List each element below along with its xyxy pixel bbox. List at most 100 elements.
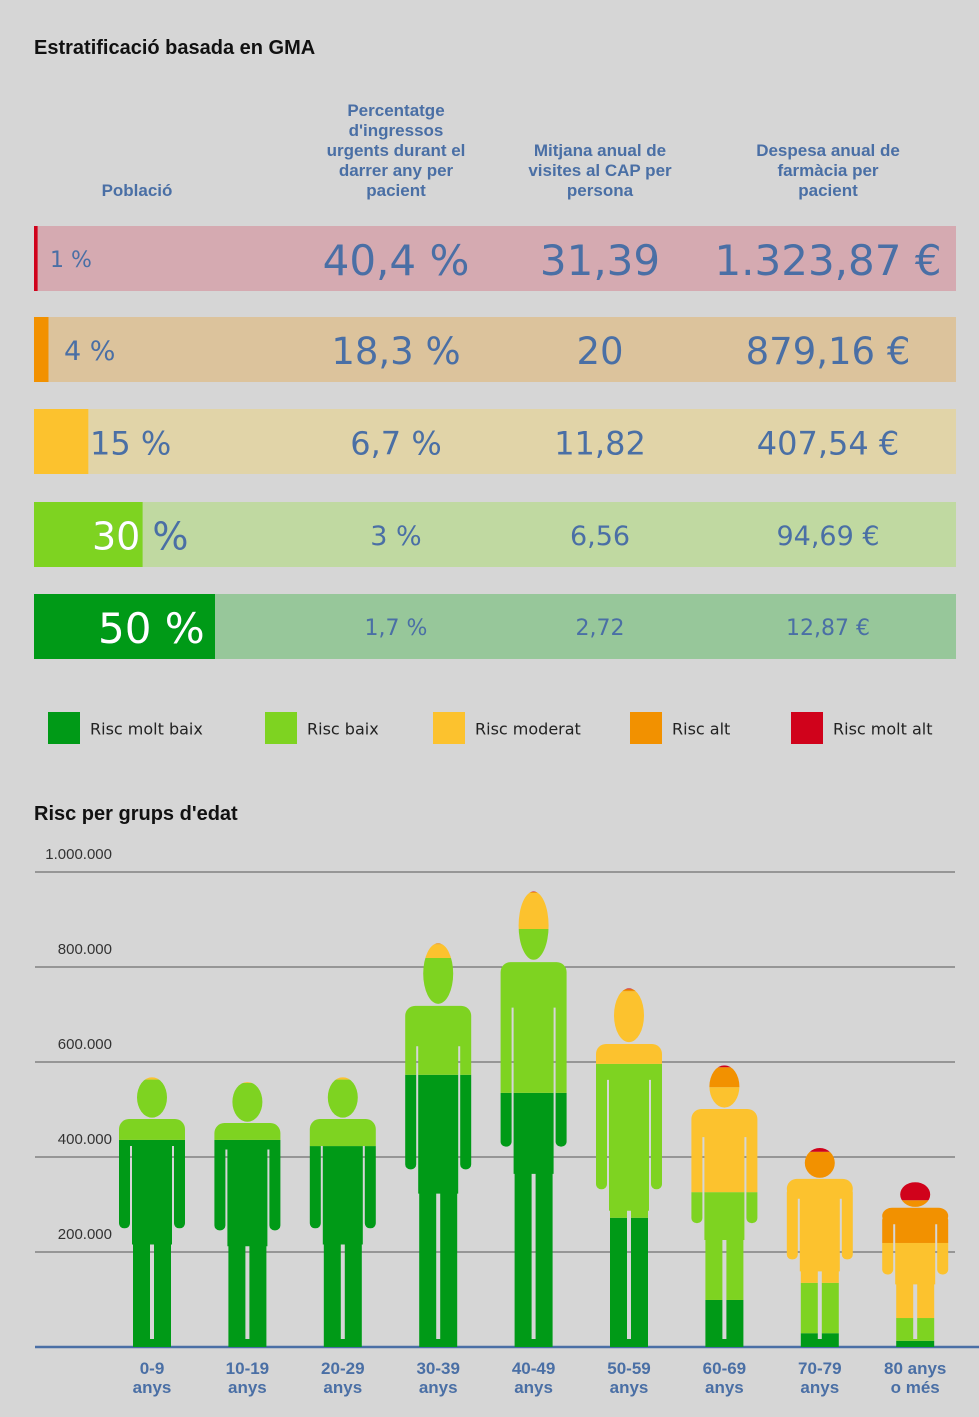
row-value: 407,54 € <box>757 425 900 463</box>
row-value: 12,87 € <box>786 616 870 641</box>
segment <box>882 1340 949 1347</box>
row-value: 20 <box>576 330 623 373</box>
y-tick-label: 200.000 <box>58 1226 112 1243</box>
person <box>691 1065 758 1347</box>
segment <box>691 1067 758 1088</box>
x-tick-label: 40-49 anys <box>512 1359 555 1397</box>
population-label: 4 % <box>64 336 115 367</box>
population-label: 50 % <box>98 604 205 653</box>
segment <box>882 1242 949 1319</box>
x-tick-label: 20-29 anys <box>321 1359 364 1397</box>
row-value: 6,56 <box>570 521 630 552</box>
column-header: Despesa anual de farmàcia per pacient <box>756 141 900 200</box>
row-value: 3 % <box>370 521 421 552</box>
segment <box>500 891 567 893</box>
segment <box>596 991 662 1064</box>
segment <box>119 1077 185 1080</box>
population-bar <box>34 317 49 382</box>
x-tick-label: 50-59 anys <box>607 1359 650 1397</box>
segment <box>405 1074 472 1347</box>
row-value: 94,69 € <box>776 521 879 552</box>
y-tick-label: 800.000 <box>58 941 112 958</box>
segment <box>309 1079 376 1147</box>
segment <box>214 1082 281 1140</box>
segment <box>786 1151 853 1178</box>
x-tick-label: 0-9 anys <box>133 1359 172 1397</box>
population-label: 30 % <box>92 515 189 559</box>
chart-title: Risc per grups d'edat <box>34 803 238 825</box>
population-label: 15 % <box>90 425 171 463</box>
legend-label: Risc alt <box>672 720 730 739</box>
segment <box>691 1087 758 1193</box>
row-value: 1,7 % <box>365 616 428 641</box>
legend-label: Risc molt baix <box>90 720 203 739</box>
row-value: 2,72 <box>576 616 625 641</box>
x-tick-label: 60-69 anys <box>703 1359 746 1397</box>
segment <box>500 1092 567 1347</box>
segment <box>786 1177 853 1283</box>
row-value: 40,4 % <box>323 236 470 285</box>
segment <box>500 929 567 1093</box>
person <box>596 988 662 1347</box>
segment <box>596 1063 662 1218</box>
row-value: 6,7 % <box>350 425 441 463</box>
segment <box>214 1139 281 1347</box>
person <box>882 1182 949 1347</box>
person <box>309 1077 376 1347</box>
x-tick-label: 80 anys o més <box>884 1359 946 1397</box>
segment <box>691 1192 758 1300</box>
segment <box>882 1182 949 1201</box>
population-bar <box>34 409 89 474</box>
person <box>500 891 567 1347</box>
person <box>214 1081 281 1347</box>
x-tick-label: 70-79 anys <box>798 1359 841 1397</box>
segment <box>119 1139 185 1347</box>
y-tick-label: 600.000 <box>58 1036 112 1053</box>
legend-swatch <box>265 712 297 744</box>
legend-swatch <box>630 712 662 744</box>
legend-label: Risc moderat <box>475 720 581 739</box>
segment <box>405 957 472 1075</box>
population-bar <box>34 594 215 659</box>
person <box>119 1077 185 1347</box>
row-value: 18,3 % <box>331 330 460 373</box>
population-label: 50 % <box>98 604 205 653</box>
legend-label: Risc molt alt <box>833 720 932 739</box>
legend-label: Risc baix <box>307 720 379 739</box>
person <box>405 943 472 1347</box>
x-tick-label: 30-39 anys <box>416 1359 459 1397</box>
row-value: 31,39 <box>540 236 660 285</box>
row-background <box>34 409 956 474</box>
y-tick-label: 1.000.000 <box>45 846 112 863</box>
segment <box>500 892 567 929</box>
segment <box>786 1147 853 1152</box>
segment <box>786 1282 853 1334</box>
column-header: Població <box>102 181 173 200</box>
row-background <box>34 502 956 567</box>
y-tick-label: 400.000 <box>58 1131 112 1148</box>
row-background <box>34 226 956 291</box>
segment <box>309 1077 376 1080</box>
row-value: 879,16 € <box>746 330 911 373</box>
legend-swatch <box>433 712 465 744</box>
population-bar <box>34 226 38 291</box>
legend-swatch <box>791 712 823 744</box>
segment <box>119 1079 185 1140</box>
segment <box>405 944 472 958</box>
x-tick-label: 10-19 anys <box>226 1359 269 1397</box>
population-label: 30 % <box>92 515 189 559</box>
segment <box>786 1333 853 1347</box>
segment <box>882 1318 949 1341</box>
segment <box>596 988 662 990</box>
segment <box>691 1065 758 1068</box>
row-background <box>34 317 956 382</box>
row-value: 11,82 <box>554 425 646 463</box>
segment <box>214 1081 281 1083</box>
population-bar <box>34 502 143 567</box>
table-title: Estratificació basada en GMA <box>34 37 315 59</box>
segment <box>882 1200 949 1243</box>
population-label: 1 % <box>50 248 92 273</box>
row-value: 1.323,87 € <box>714 236 941 285</box>
